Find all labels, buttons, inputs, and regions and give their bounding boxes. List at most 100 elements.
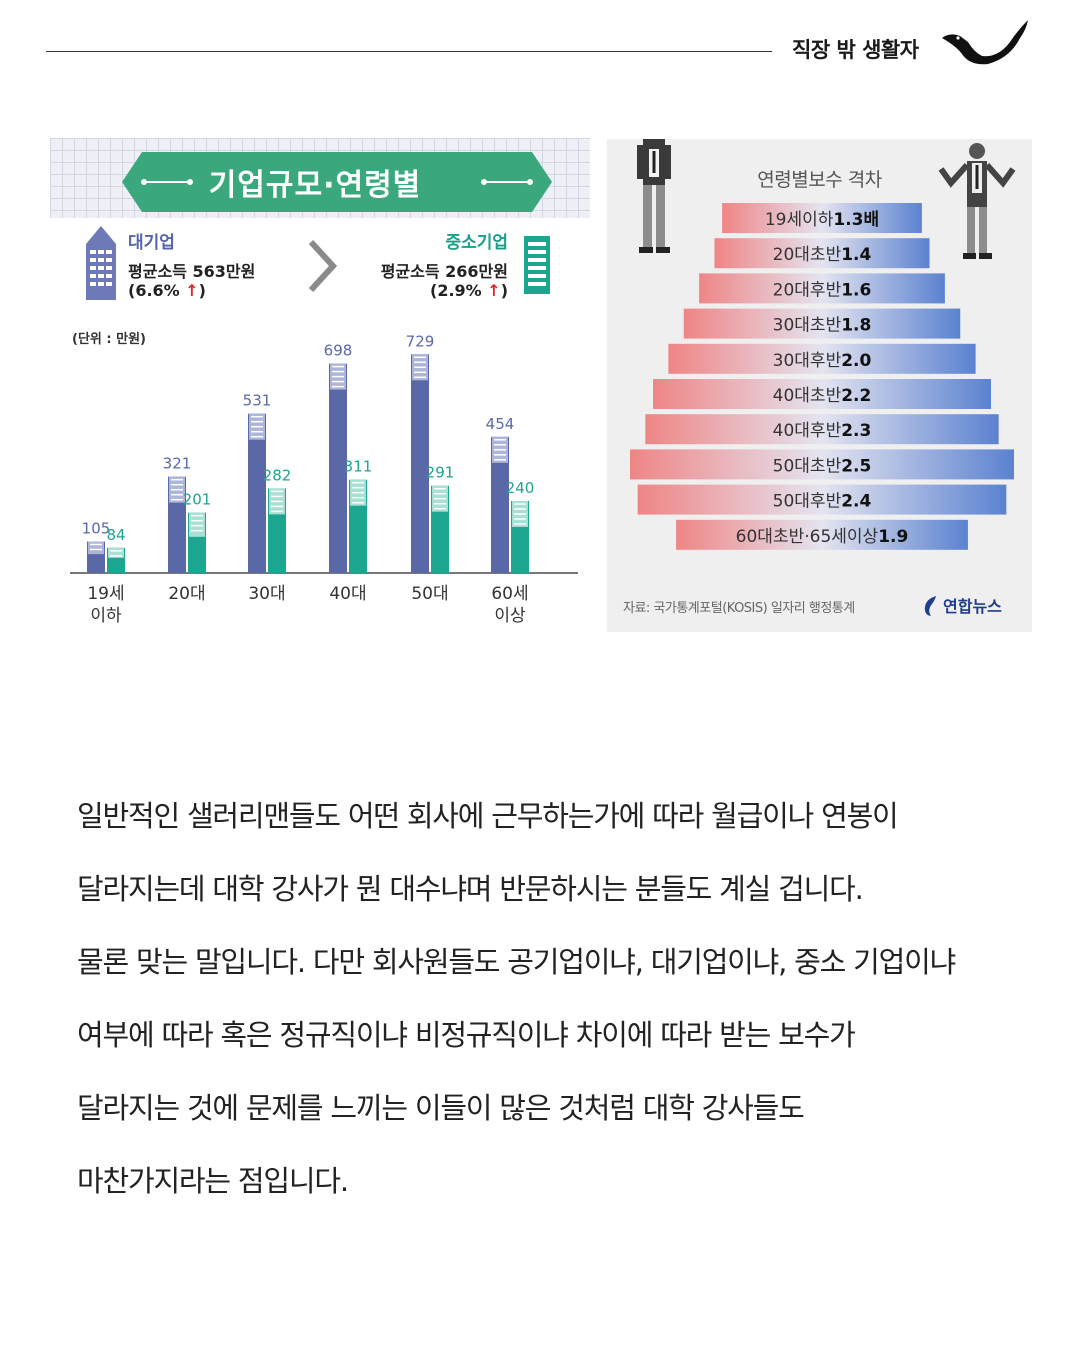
pyramid-label: 50대후반2.4: [773, 492, 872, 512]
large-company-change: (6.6% ↑): [128, 281, 206, 300]
pyramid-label: 20대초반1.4: [773, 245, 872, 265]
greater-than-icon: [308, 239, 338, 293]
agency-logo: 연합뉴스: [922, 593, 1002, 617]
large-building-icon: [86, 226, 116, 300]
pyramid-label: 19세이하1.3배: [765, 210, 879, 230]
pyramid-value: 2.2: [841, 386, 871, 406]
data-label: 454: [486, 415, 515, 433]
pyramid-label: 30대후반2.0: [773, 351, 872, 371]
pyramid-value: 2.4: [841, 492, 871, 512]
pyramid-category: 60대초반·65세이상: [736, 527, 879, 547]
pyramid-bar: [630, 449, 1014, 480]
pyramid-bar: [645, 414, 999, 445]
pyramid-bar: [676, 519, 968, 550]
pyramid-label: 40대후반2.3: [773, 421, 872, 441]
body-paragraph: 일반적인 샐러리맨들도 어떤 회사에 근무하는가에 따라 월급이나 연봉이 달라…: [77, 780, 1037, 1218]
category-label: 이하: [90, 606, 122, 626]
pyramid-bar: [722, 203, 922, 233]
category-label: 20대: [168, 584, 205, 604]
up-arrow-icon: ↑: [185, 281, 199, 300]
chart-title: 기업규모·연령별: [208, 168, 422, 203]
pyramid-label: 40대초반2.2: [773, 386, 872, 406]
data-label: 291: [426, 464, 455, 482]
data-label: 321: [163, 455, 192, 473]
pyramid-category: 50대초반: [773, 456, 842, 476]
paragraph-line: 일반적인 샐러리맨들도 어떤 회사에 근무하는가에 따라 월급이나 연봉이: [77, 799, 899, 833]
brand-name: 직장 밖 생활자: [792, 38, 919, 62]
data-label: 84: [106, 526, 125, 544]
pyramid-bar: [699, 273, 945, 304]
bar-large-company: [248, 413, 266, 573]
pay-gap-pyramid: 19세이하1.3배20대초반1.420대후반1.630대초반1.830대후반2.…: [630, 203, 1014, 550]
pyramid-value: 2.5: [841, 456, 871, 476]
header-divider: [46, 51, 772, 52]
paragraph-line: 달라지는 것에 문제를 느끼는 이들이 많은 것처럼 대학 강사들도: [77, 1091, 805, 1125]
small-company-income: 평균소득 266만원: [380, 262, 508, 281]
pyramid-value: 1.6: [841, 280, 871, 300]
shrugging-worker-icon: [938, 143, 1016, 259]
up-arrow-icon: ↑: [487, 281, 501, 300]
pyramid-value: 1.8: [841, 316, 871, 336]
large-company-label: 대기업: [128, 233, 175, 253]
large-company-income: 평균소득 563만원: [128, 262, 256, 281]
category-label: 50대: [411, 584, 448, 604]
category-label: 30대: [248, 584, 285, 604]
paragraph-line: 마찬가지라는 점입니다.: [77, 1164, 349, 1198]
data-label: 531: [243, 392, 272, 410]
pyramid-label: 30대초반1.8: [773, 316, 872, 336]
category-label: 60세: [491, 584, 528, 604]
category-label: 19세: [87, 584, 124, 604]
pyramid-bar: [637, 484, 1007, 515]
data-label: 311: [344, 458, 373, 476]
pyramid-category: 20대후반: [773, 280, 842, 300]
bar-large-company: [411, 354, 429, 573]
pyramid-label: 50대초반2.5: [773, 456, 872, 476]
paragraph-line: 물론 맞는 말입니다. 다만 회사원들도 공기업이냐, 대기업이냐, 중소 기업…: [77, 945, 956, 979]
pyramid-value: 1.9: [878, 527, 908, 547]
pyramid-category: 50대후반: [773, 492, 842, 512]
category-label: 이상: [494, 606, 526, 626]
small-company-label: 중소기업: [445, 233, 508, 253]
title-banner: [122, 152, 552, 212]
pyramid-value: 1.3배: [833, 210, 879, 230]
category-label: 40대: [329, 584, 366, 604]
pyramid-category: 40대초반: [773, 386, 842, 406]
bar-large-company: [491, 436, 509, 573]
data-label: 105: [82, 520, 111, 538]
data-label: 729: [406, 332, 435, 350]
pyramid-category: 30대후반: [773, 351, 842, 371]
pyramid-value: 1.4: [841, 245, 871, 265]
paragraph-line: 여부에 따라 혹은 정규직이냐 비정규직이냐 차이에 따라 받는 보수가: [77, 1018, 856, 1052]
data-label: 240: [506, 479, 535, 497]
bird-logo-icon: [942, 20, 1028, 65]
data-label: 282: [263, 466, 292, 484]
paragraph-line: 달라지는데 대학 강사가 뭔 대수냐며 반문하시는 분들도 계실 겁니다.: [77, 872, 864, 906]
small-company-change: (2.9% ↑): [430, 281, 508, 300]
pyramid-value: 2.3: [841, 421, 871, 441]
pyramid-label: 60대초반·65세이상1.9: [736, 527, 909, 547]
age-pay-gap-chart: 연령별보수 격차 19세이하1.3배 20대초반1.4 20대후반1.6 30대초반1…: [607, 139, 1032, 632]
unit-label: (단위 : 만원): [72, 332, 146, 347]
data-label: 201: [183, 491, 212, 509]
pyramid-label: 20대후반1.6: [773, 280, 872, 300]
company-size-age-chart: 기업규모·연령별 대기업 평균소득 563만원 (6.6% ↑) 중소기업 평균…: [50, 138, 590, 638]
data-label: 698: [324, 342, 353, 360]
bar-large-company: [329, 363, 347, 573]
pyramid-value: 2.0: [841, 351, 871, 371]
pyramid-category: 30대초반: [773, 316, 842, 336]
agency-mark-icon: [924, 596, 936, 616]
small-building-icon: [524, 236, 550, 294]
pyramid-category: 40대후반: [773, 421, 842, 441]
pyramid-bar: [683, 308, 961, 339]
pyramid-category: 20대초반: [773, 245, 842, 265]
pyramid-bar: [668, 343, 976, 374]
worker-figure-icon: [637, 139, 671, 253]
pyramid-bar: [653, 379, 991, 409]
bar-cap-small: [108, 547, 124, 558]
data-source: 자료: 국가통계포털(KOSIS) 일자리 행정통계: [623, 601, 855, 616]
bar-cap-large: [88, 541, 104, 555]
pyramid-bar: [714, 238, 930, 269]
pyramid-category: 19세이하: [765, 210, 834, 230]
pyramid-title: 연령별보수 격차: [757, 169, 882, 191]
